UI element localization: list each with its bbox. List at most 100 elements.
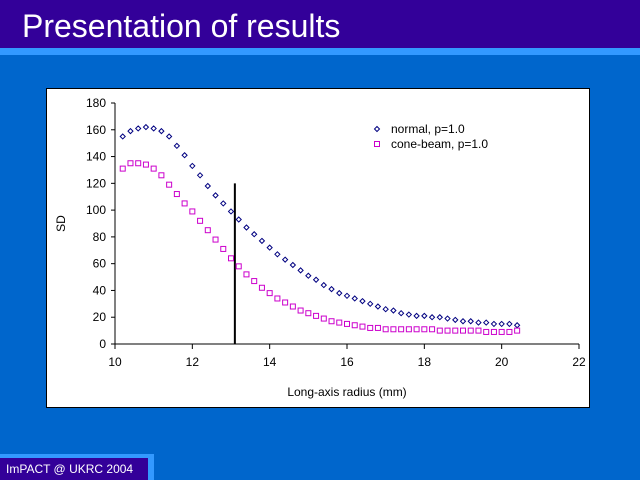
chart-series <box>119 123 521 335</box>
diamond-point <box>181 152 188 159</box>
diamond-point <box>482 319 490 326</box>
diamond-point <box>158 127 165 135</box>
y-tick-label: 160 <box>86 123 106 137</box>
footer-box: ImPACT @ UKRC 2004 <box>0 454 154 480</box>
diamond-point <box>513 322 521 329</box>
diamond-point <box>165 133 173 140</box>
x-axis-label: Long-axis radius (mm) <box>287 385 406 399</box>
square-point <box>336 319 343 326</box>
diamond-point <box>467 318 474 325</box>
square-point <box>460 327 466 334</box>
square-point <box>251 278 258 285</box>
square-point <box>506 328 513 335</box>
square-point <box>475 327 482 334</box>
legend-entry-label: cone-beam, p=1.0 <box>391 137 488 151</box>
diamond-point <box>250 231 258 238</box>
diamond-point <box>212 192 219 199</box>
y-axis-ticks: 0 20 40 60 80 100 120 140 160 180 <box>86 96 115 351</box>
square-point <box>452 327 459 334</box>
diamond-point <box>475 319 482 326</box>
square-point <box>158 172 165 179</box>
square-point <box>189 208 196 215</box>
square-point <box>421 326 428 333</box>
square-point <box>359 323 366 330</box>
y-tick-label: 60 <box>93 257 107 271</box>
x-tick-label: 16 <box>340 355 354 369</box>
square-point <box>467 327 474 334</box>
diamond-point <box>328 285 335 293</box>
diamond-point <box>366 300 374 308</box>
diamond-point <box>405 311 413 318</box>
diamond-point <box>428 314 436 321</box>
square-point <box>374 324 381 331</box>
square-point <box>436 327 443 334</box>
square-point <box>289 303 296 310</box>
diamond-point <box>196 172 204 179</box>
square-point <box>413 326 420 333</box>
diamond-point <box>189 162 196 170</box>
y-tick-label: 120 <box>86 176 106 190</box>
square-point <box>313 312 320 319</box>
diamond-point <box>351 295 358 302</box>
chart-panel: 0 20 40 60 80 100 120 140 160 180 10 12 14 16 18 20 22 … <box>46 88 590 408</box>
diamond-point <box>243 224 250 231</box>
diamond-point <box>142 123 150 131</box>
diamond-point <box>397 309 405 317</box>
diamond-point <box>227 208 235 215</box>
y-tick-label: 100 <box>86 203 106 217</box>
square-point <box>142 161 149 168</box>
diamond-point <box>127 127 134 135</box>
diamond-point <box>266 244 273 251</box>
diamond-point <box>374 303 382 310</box>
square-point <box>498 328 505 335</box>
square-point <box>135 160 142 167</box>
y-tick-label: 20 <box>93 310 107 324</box>
diamond-point <box>289 261 297 269</box>
square-point <box>166 181 173 188</box>
square-point <box>305 310 312 317</box>
y-tick-label: 140 <box>86 150 106 164</box>
y-tick-label: 80 <box>93 230 107 244</box>
square-point <box>367 324 374 331</box>
diamond-point <box>436 314 444 321</box>
square-point <box>390 326 397 333</box>
square-point <box>220 245 227 252</box>
diamond-point <box>173 142 181 150</box>
y-tick-label: 0 <box>99 337 106 351</box>
square-point <box>228 255 234 262</box>
square-point <box>320 315 327 322</box>
diamond-point <box>452 316 459 324</box>
diamond-point <box>119 133 126 140</box>
diamond-point <box>421 312 428 320</box>
title-bar: Presentation of results <box>0 0 640 48</box>
diamond-point <box>312 276 320 283</box>
square-point <box>173 191 180 198</box>
diamond-point <box>459 318 467 325</box>
diamond-point <box>297 267 304 274</box>
diamond-point <box>150 125 157 132</box>
diamond-point <box>373 125 381 133</box>
square-point <box>181 200 188 207</box>
x-tick-label: 14 <box>263 355 277 369</box>
square-point <box>444 327 451 334</box>
diamond-point <box>444 315 451 322</box>
footer-label: ImPACT @ UKRC 2004 <box>6 462 134 476</box>
series-cone-beam <box>119 160 521 335</box>
square-point <box>266 290 273 297</box>
square-point <box>398 326 405 333</box>
diamond-point <box>382 305 389 313</box>
square-point <box>204 227 211 234</box>
diamond-point <box>204 182 212 190</box>
y-tick-label: 180 <box>86 96 106 110</box>
x-tick-label: 12 <box>186 355 200 369</box>
diamond-point <box>281 256 289 263</box>
diamond-point <box>413 312 420 320</box>
diamond-point <box>359 297 366 305</box>
square-point <box>119 165 126 172</box>
diamond-point <box>320 281 328 289</box>
square-point <box>351 322 358 329</box>
square-point <box>150 165 157 172</box>
diamond-point <box>305 272 312 279</box>
x-tick-label: 20 <box>495 355 509 369</box>
